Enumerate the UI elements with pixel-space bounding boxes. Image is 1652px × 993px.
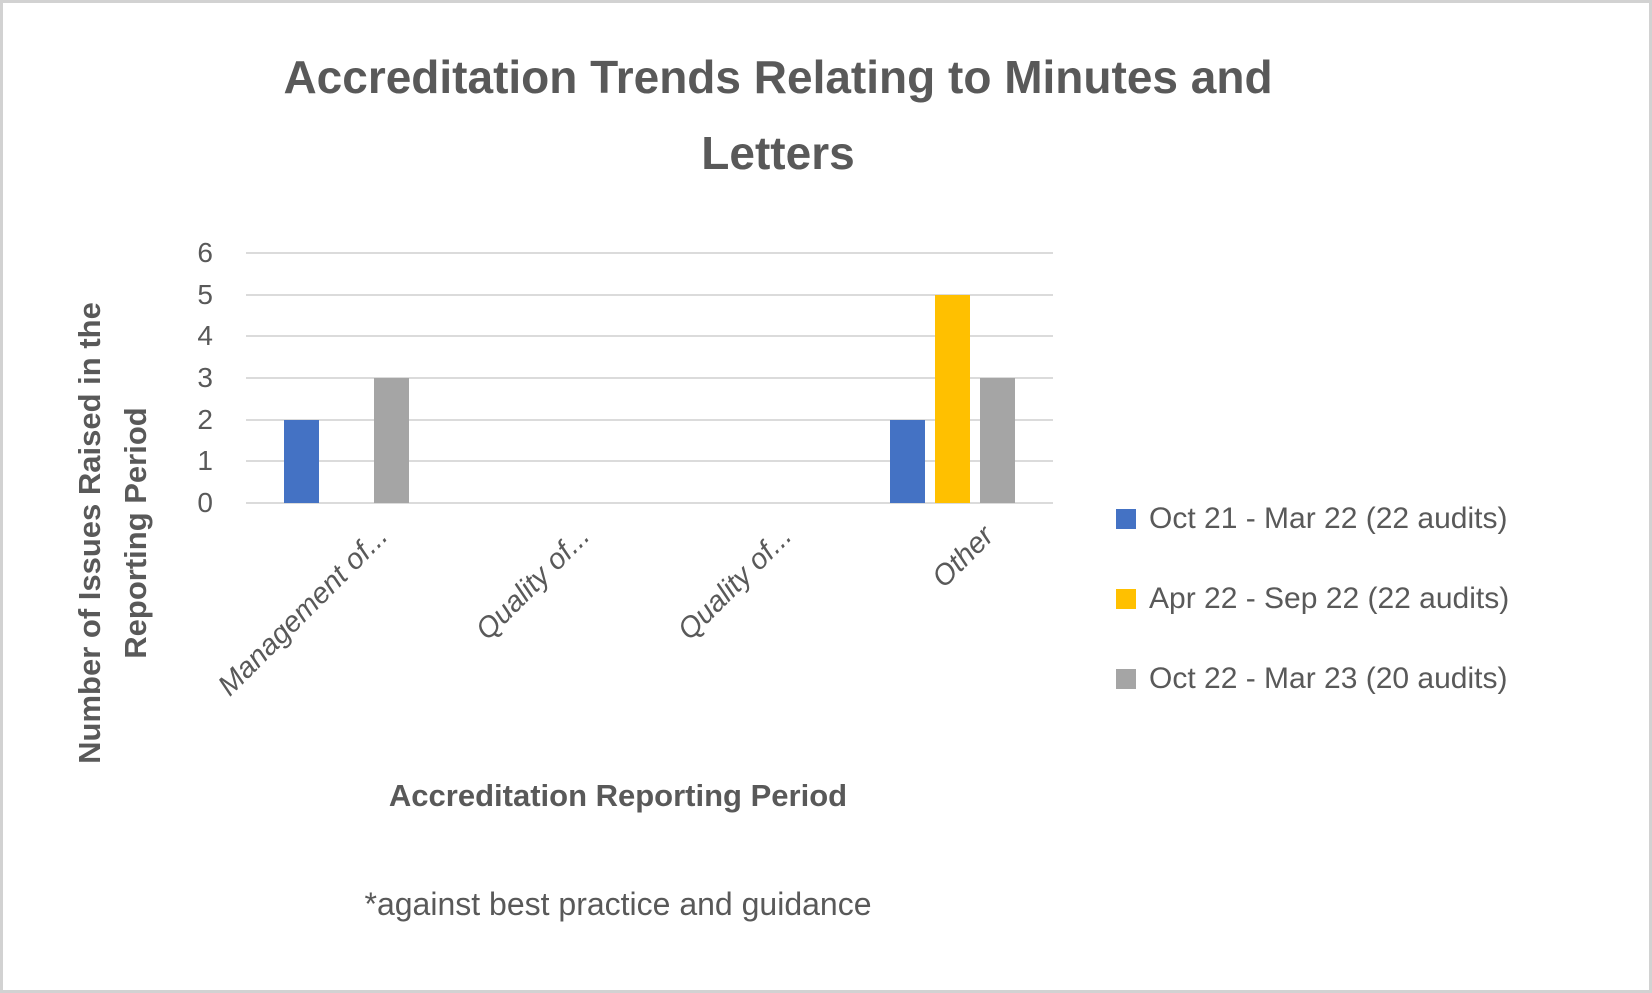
chart-title-line-2: Letters bbox=[701, 127, 855, 179]
legend-swatch bbox=[1116, 669, 1136, 689]
y-tick-label: 5 bbox=[197, 278, 213, 310]
legend-item: Oct 21 - Mar 22 (22 audits) bbox=[1116, 502, 1509, 535]
x-axis-title: Accreditation Reporting Period bbox=[388, 778, 848, 813]
legend-item: Apr 22 - Sep 22 (22 audits) bbox=[1116, 582, 1510, 615]
chart-title: Accreditation Trends Relating to Minutes… bbox=[148, 39, 1408, 191]
gridline bbox=[246, 252, 1053, 254]
gridline bbox=[246, 502, 1053, 504]
plot-area: 0 1 2 3 4 5 6 Management of... Quality of... Qual… bbox=[3, 3, 1649, 990]
x-category-label: Management of... bbox=[212, 520, 395, 703]
x-category-label: Quality of... bbox=[469, 520, 597, 647]
y-axis-title-line-2: Reporting Period bbox=[118, 407, 153, 659]
x-category-label: Quality of... bbox=[671, 520, 799, 647]
legend-label: Oct 22 - Mar 23 (20 audits) bbox=[1149, 662, 1508, 695]
bar bbox=[374, 378, 410, 503]
gridline bbox=[246, 335, 1053, 338]
y-tick-label: 0 bbox=[197, 487, 213, 518]
y-axis-title-line-1: Number of Issues Raised in the bbox=[72, 302, 107, 764]
y-tick-label: 3 bbox=[197, 362, 213, 393]
y-tick-label: 2 bbox=[197, 403, 213, 435]
y-tick-label: 6 bbox=[197, 237, 213, 268]
legend-label: Oct 21 - Mar 22 (22 audits) bbox=[1149, 502, 1508, 535]
chart-legend: Oct 21 - Mar 22 (22 audits) Apr 22 - Sep … bbox=[1116, 502, 1510, 743]
gridline bbox=[246, 418, 1053, 421]
gridline bbox=[246, 377, 1053, 379]
legend-label: Apr 22 - Sep 22 (22 audits) bbox=[1149, 582, 1510, 615]
y-tick-label: 1 bbox=[197, 445, 213, 477]
y-axis-title: Number of Issues Raised in the Reporting… bbox=[67, 223, 159, 843]
gridline bbox=[246, 460, 1053, 463]
chart-footnote: *against best practice and guidance bbox=[364, 886, 872, 922]
legend-swatch bbox=[1116, 509, 1136, 529]
y-tick-label: 4 bbox=[197, 320, 213, 352]
bar bbox=[889, 419, 925, 503]
bar bbox=[979, 378, 1015, 503]
bar bbox=[934, 294, 970, 503]
gridline bbox=[246, 293, 1053, 296]
x-category-label: Other bbox=[925, 520, 1000, 594]
bar bbox=[284, 419, 320, 503]
legend-swatch bbox=[1116, 589, 1136, 609]
legend-item: Oct 22 - Mar 23 (20 audits) bbox=[1116, 662, 1509, 695]
chart-title-line-1: Accreditation Trends Relating to Minutes… bbox=[283, 51, 1273, 103]
